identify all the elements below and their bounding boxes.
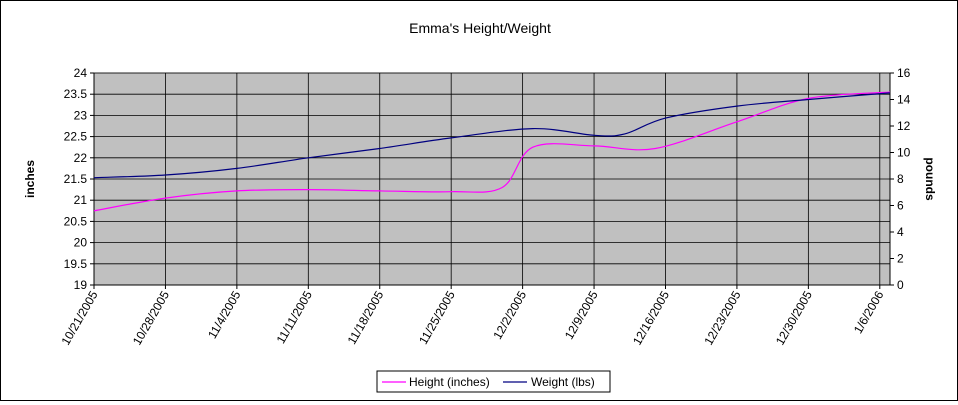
legend: Height (inches) Weight (lbs) [376,370,611,393]
y-tick-label: 23 [74,108,88,122]
y-tick-label: 22 [74,151,88,165]
x-tick-label: 12/30/2005 [773,288,815,347]
x-tick-label: 10/28/2005 [130,288,172,347]
y-tick-label: 24 [74,66,88,80]
y2-tick-label: 6 [897,199,904,213]
y-tick-label: 19 [74,278,88,292]
legend-label-weight: Weight (lbs) [531,375,595,389]
y2-tick-label: 8 [897,172,904,186]
grid-lines [93,72,891,286]
x-tick-label: 11/4/2005 [205,288,244,341]
y2-tick-label: 4 [897,225,904,239]
series-lines [93,91,891,212]
x-tick-label: 1/6/2006 [851,288,887,336]
y2-tick-label: 2 [897,252,904,266]
y2-tick-label: 14 [897,93,911,107]
y-tick-label: 20.5 [64,214,88,228]
y-axis-label: inches [23,160,37,198]
y-axis-ticks: 19 19.5 20 20.5 21 21.5 22 22.5 23 23.5 24 [64,66,94,292]
x-tick-label: 11/11/2005 [274,288,315,346]
x-tick-label: 12/9/2005 [562,288,601,342]
x-tick-label: 11/18/2005 [345,288,387,347]
y-tick-label: 21.5 [64,172,88,186]
chart-title: Emma's Height/Weight [409,20,551,36]
y-tick-label: 20 [74,236,88,250]
x-tick-label: 12/23/2005 [701,288,743,347]
y2-tick-label: 0 [897,278,904,292]
height-series-line [93,91,891,212]
y2-axis-label: pounds [923,157,937,201]
y2-tick-label: 16 [897,66,911,80]
y-tick-label: 21 [74,193,88,207]
legend-box [376,370,611,393]
y-tick-label: 23.5 [64,87,88,101]
x-tick-label: 12/2/2005 [490,288,529,342]
y2-tick-label: 10 [897,146,911,160]
x-tick-label: 12/16/2005 [630,288,672,347]
x-axis-ticks: 10/21/2005 10/28/2005 11/4/2005 11/11/2005 1… [58,285,887,348]
y-tick-label: 19.5 [64,257,88,271]
y2-tick-label: 12 [897,119,911,133]
y-tick-label: 22.5 [64,130,88,144]
weight-series-line [93,92,891,179]
y2-axis-ticks: 0 2 4 6 8 10 12 14 16 [890,66,911,292]
x-tick-label: 10/21/2005 [58,288,100,347]
x-tick-label: 11/25/2005 [416,288,458,347]
legend-label-height: Height (inches) [409,375,490,389]
